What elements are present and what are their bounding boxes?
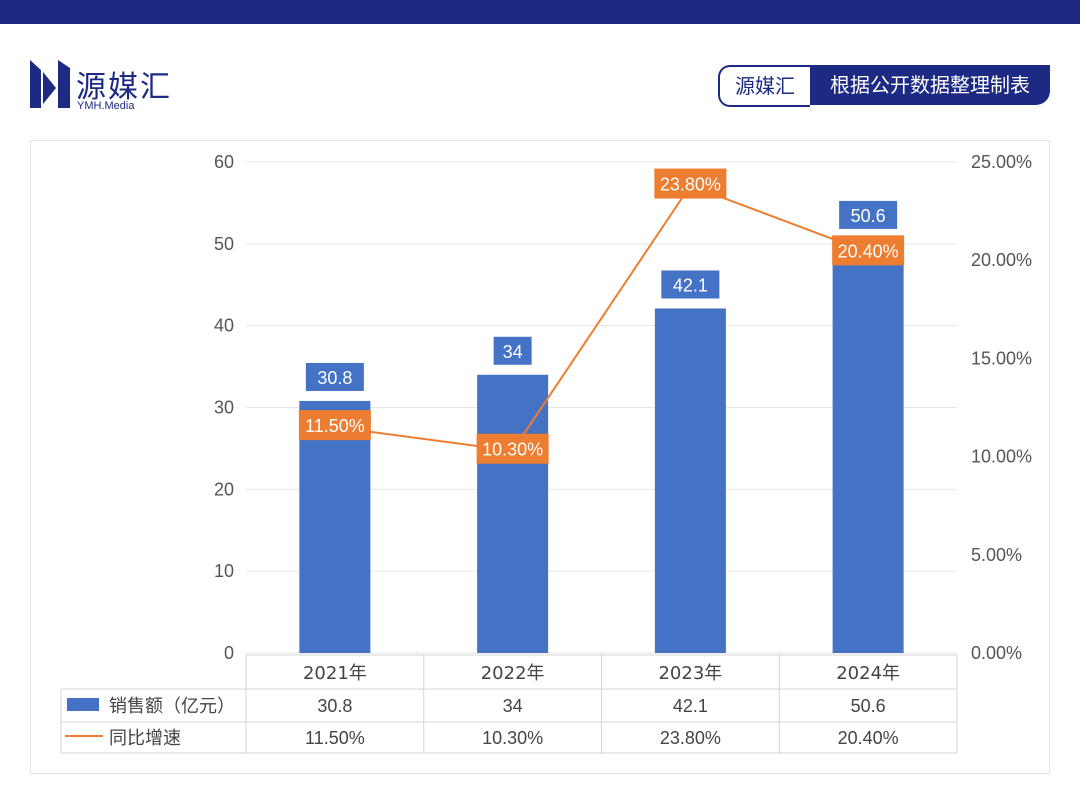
- logo-mark-icon: [30, 60, 70, 108]
- line-data-label: 23.80%: [660, 175, 721, 195]
- chart-panel: 0 10 20 30 40 50 60 0.00% 5.00% 10.00% 15.00% 20.00…: [30, 140, 1050, 774]
- bar: [832, 238, 904, 653]
- x-tick-label: 2023年: [658, 663, 722, 684]
- bar-data-label-box: [661, 270, 720, 299]
- x-tick-label: 2022年: [481, 663, 545, 684]
- bar: [477, 374, 549, 653]
- y-left-tick-label: 50: [214, 234, 234, 254]
- y-right-tick-label: 10.00%: [971, 447, 1032, 467]
- bar-data-label-box: [493, 336, 532, 365]
- table-cell-sales: 30.8: [317, 696, 352, 716]
- y-left-tick-label: 60: [214, 152, 234, 172]
- x-tick-label: 2021年: [303, 663, 367, 684]
- bar-data-label: 42.1: [673, 275, 708, 295]
- logo: 源媒汇 YMH.Media: [30, 60, 190, 112]
- y-right-tick-label: 15.00%: [971, 348, 1032, 368]
- y-right-tick-label: 20.00%: [971, 250, 1032, 270]
- top-banner: [0, 0, 1080, 24]
- line-data-label-box: [476, 433, 549, 464]
- y-left-tick-label: 0: [224, 643, 234, 663]
- legend-bar-label: 销售额（亿元）: [109, 696, 235, 717]
- table-cell-sales: 50.6: [851, 696, 886, 716]
- bar-data-label: 34: [503, 342, 523, 362]
- line-data-label-box: [298, 410, 371, 441]
- table-cell-growth: 11.50%: [305, 728, 365, 748]
- source-note: 根据公开数据整理制表: [810, 65, 1050, 105]
- line-data-label: 11.50%: [305, 416, 365, 436]
- y-left-tick-label: 30: [214, 398, 234, 418]
- y-right-tick-label: 25.00%: [971, 152, 1032, 172]
- y-right-tick-label: 5.00%: [971, 545, 1022, 565]
- y-left-tick-label: 10: [214, 561, 234, 581]
- logo-text: 源媒汇: [76, 70, 172, 105]
- source-tag: 源媒汇 根据公开数据整理制表: [718, 65, 1050, 107]
- growth-line: [334, 184, 869, 452]
- logo-subtext: YMH.Media: [77, 100, 135, 112]
- table-cell-growth: 23.80%: [660, 728, 721, 748]
- line-data-label-box: [654, 168, 727, 199]
- bar-data-label: 50.6: [851, 206, 886, 226]
- legend-bar-swatch: [67, 698, 99, 711]
- bar-data-label-box: [305, 362, 364, 391]
- y-left-tick-label: 20: [214, 479, 234, 499]
- bar: [299, 400, 371, 653]
- line-data-label-box: [832, 235, 905, 266]
- bar-data-label: 30.8: [317, 368, 352, 388]
- bar-data-label-box: [839, 200, 898, 229]
- table-cell-growth: 10.30%: [482, 728, 543, 748]
- table-cell-sales: 34: [503, 696, 523, 716]
- y-right-tick-label: 0.00%: [971, 643, 1022, 663]
- bar: [654, 308, 726, 653]
- combo-chart: 0 10 20 30 40 50 60 0.00% 5.00% 10.00% 15.00% 20.00…: [60, 152, 1032, 754]
- line-data-label: 10.30%: [482, 440, 543, 460]
- source-brand: 源媒汇: [718, 65, 810, 107]
- y-left-tick-label: 40: [214, 316, 234, 336]
- line-data-label: 20.40%: [838, 241, 899, 261]
- legend-line-label: 同比增速: [109, 728, 181, 749]
- table-cell-growth: 20.40%: [838, 728, 899, 748]
- x-tick-label: 2024年: [836, 663, 900, 684]
- table-cell-sales: 42.1: [673, 696, 708, 716]
